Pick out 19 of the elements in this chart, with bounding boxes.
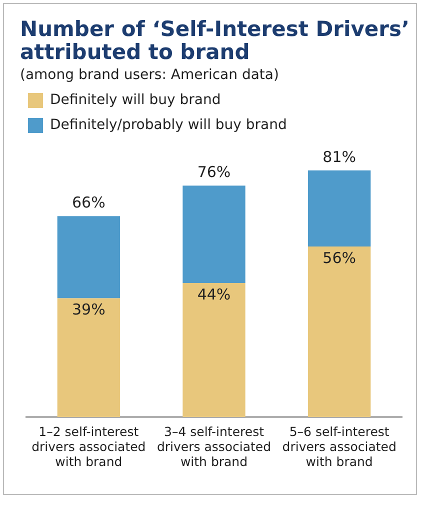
x-tick-label: 5–6 self-interest drivers associated with brand <box>282 424 396 469</box>
chart-title: Number of ‘Self-Interest Drivers’ attributed to brand <box>20 17 410 64</box>
x-tick-label: 1–2 self-interest drivers associated with brand <box>32 424 146 469</box>
bar <box>182 186 246 284</box>
bar <box>308 170 371 247</box>
total-label: 66% <box>72 193 106 212</box>
total-label: 76% <box>197 163 231 182</box>
x-tick-label: 3–4 self-interest drivers associated with brand <box>156 424 272 469</box>
bar <box>182 283 246 417</box>
data-label: 44% <box>197 285 231 304</box>
data-label: 56% <box>322 248 356 267</box>
bar <box>308 246 371 417</box>
bar <box>57 298 120 417</box>
legend-label: Definitely/probably will buy brand <box>50 117 287 134</box>
chart-subtitle: (among brand users: American data) <box>20 67 280 83</box>
legend-label: Definitely will buy brand <box>50 92 221 108</box>
total-label: 81% <box>322 148 356 166</box>
data-label: 39% <box>72 300 106 319</box>
bar <box>57 216 120 298</box>
